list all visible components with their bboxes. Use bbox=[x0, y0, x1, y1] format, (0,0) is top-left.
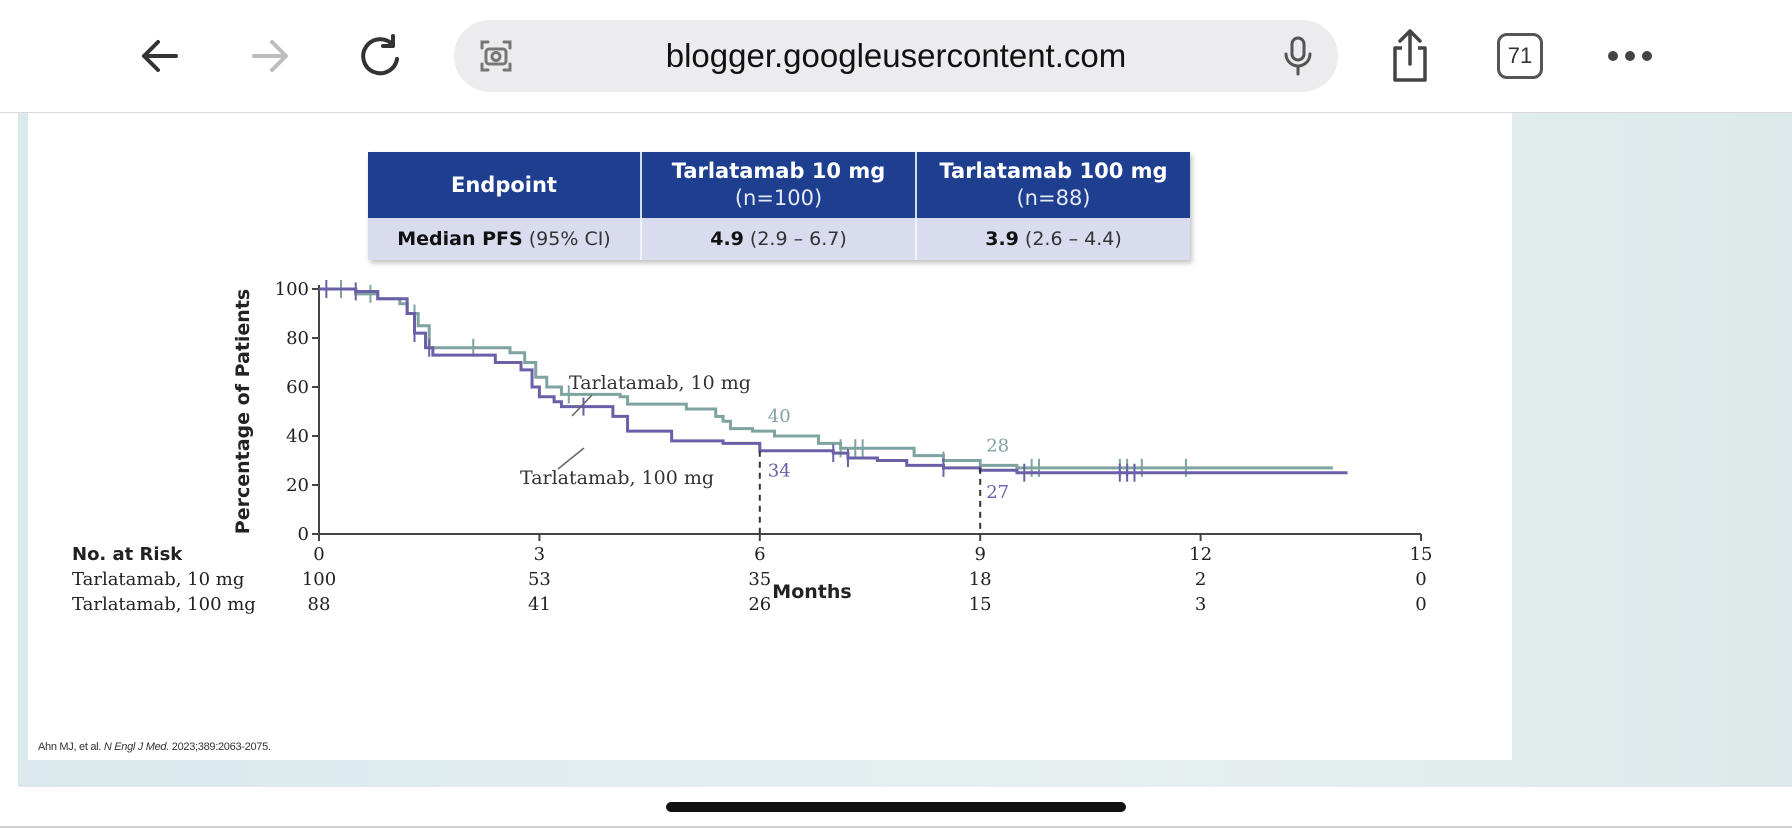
row-label-rest: (95% CI) bbox=[522, 228, 611, 250]
more-menu-button[interactable] bbox=[1598, 24, 1662, 88]
table-header-row: Endpoint Tarlatamab 10 mg (n=100) Tarlat… bbox=[368, 152, 1190, 218]
header-endpoint: Endpoint bbox=[368, 152, 642, 218]
at-risk-title: No. at Risk bbox=[72, 544, 183, 565]
y-tick-label: 80 bbox=[286, 328, 309, 349]
annotation-label: 34 bbox=[768, 461, 791, 482]
at-risk-value: 0 bbox=[1415, 594, 1427, 615]
row-label: Median PFS (95% CI) bbox=[368, 218, 642, 260]
slide-image: Endpoint Tarlatamab 10 mg (n=100) Tarlat… bbox=[28, 113, 1512, 760]
citation-authors: Ahn MJ, et al. bbox=[38, 741, 104, 753]
y-tick-label: 0 bbox=[298, 524, 309, 545]
header-title: Tarlatamab 100 mg bbox=[939, 159, 1168, 183]
table-row: Median PFS (95% CI) 4.9 (2.9 – 6.7) 3.9 … bbox=[368, 218, 1190, 260]
citation-details: 2023;389:2063-2075. bbox=[169, 741, 271, 753]
leader-line-100mg bbox=[557, 447, 585, 470]
reload-button[interactable] bbox=[348, 24, 412, 88]
y-tick-label: 20 bbox=[286, 475, 309, 496]
y-tick-label: 40 bbox=[286, 426, 309, 447]
row-label-bold: Median PFS bbox=[397, 228, 523, 250]
share-button[interactable] bbox=[1378, 24, 1442, 88]
series-label-10mg: Tarlatamab, 10 mg bbox=[569, 372, 751, 394]
at-risk-label-10mg: Tarlatamab, 10 mg bbox=[72, 569, 245, 590]
bottom-divider bbox=[0, 826, 1792, 828]
arrow-left-icon bbox=[142, 40, 178, 72]
home-indicator bbox=[666, 802, 1126, 812]
annotation-label: 28 bbox=[986, 435, 1009, 456]
x-axis-label: Months bbox=[772, 581, 851, 603]
ellipsis-icon bbox=[1608, 51, 1652, 61]
value-ci: (2.6 – 4.4) bbox=[1018, 228, 1122, 250]
header-10mg: Tarlatamab 10 mg (n=100) bbox=[641, 152, 917, 218]
series-label-100mg: Tarlatamab, 100 mg bbox=[520, 467, 714, 489]
visual-lookup-icon[interactable] bbox=[474, 34, 518, 78]
back-button[interactable] bbox=[128, 24, 192, 88]
header-title: Tarlatamab 10 mg bbox=[671, 159, 886, 183]
microphone-icon[interactable] bbox=[1276, 34, 1320, 78]
tab-count: 71 bbox=[1497, 33, 1543, 79]
reload-icon bbox=[361, 34, 399, 76]
x-tick-label: 6 bbox=[754, 544, 765, 565]
value-bold: 4.9 bbox=[710, 228, 744, 250]
header-100mg: Tarlatamab 100 mg (n=88) bbox=[916, 152, 1190, 218]
at-risk-value: 3 bbox=[1194, 594, 1207, 615]
at-risk-value: 53 bbox=[527, 569, 551, 590]
y-tick-label: 100 bbox=[275, 279, 309, 300]
address-bar[interactable]: blogger.googleusercontent.com bbox=[454, 20, 1338, 92]
x-tick-label: 12 bbox=[1189, 544, 1212, 565]
citation: Ahn MJ, et al. N Engl J Med. 2023;389:20… bbox=[38, 741, 271, 753]
at-risk-label-100mg: Tarlatamab, 100 mg bbox=[72, 594, 256, 615]
cell-100mg: 3.9 (2.6 – 4.4) bbox=[916, 218, 1190, 260]
at-risk-value: 0 bbox=[1415, 569, 1427, 590]
at-risk-value: 15 bbox=[968, 594, 992, 615]
at-risk-value: 2 bbox=[1194, 569, 1207, 590]
y-tick-label: 60 bbox=[286, 377, 309, 398]
header-sub: (n=100) bbox=[734, 186, 823, 210]
citation-journal: N Engl J Med. bbox=[103, 741, 169, 753]
tabs-button[interactable]: 71 bbox=[1488, 24, 1552, 88]
share-icon bbox=[1393, 29, 1427, 82]
url-text: blogger.googleusercontent.com bbox=[665, 37, 1127, 74]
pfs-table: Endpoint Tarlatamab 10 mg (n=100) Tarlat… bbox=[368, 152, 1190, 260]
series-line-10mg bbox=[319, 287, 1333, 470]
at-risk-value: 88 bbox=[307, 594, 331, 615]
cell-10mg: 4.9 (2.9 – 6.7) bbox=[641, 218, 917, 260]
forward-button[interactable] bbox=[238, 24, 302, 88]
at-risk-value: 100 bbox=[301, 569, 337, 590]
y-axis-label: Percentage of Patients bbox=[232, 289, 254, 534]
value-bold: 3.9 bbox=[985, 228, 1019, 250]
at-risk-value: 35 bbox=[748, 569, 772, 590]
x-tick-label: 9 bbox=[974, 544, 985, 565]
header-title: Endpoint bbox=[451, 172, 557, 197]
x-tick-label: 3 bbox=[534, 544, 545, 565]
header-sub: (n=88) bbox=[1016, 186, 1091, 210]
series-line-100mg bbox=[319, 287, 1348, 475]
page-content: Endpoint Tarlatamab 10 mg (n=100) Tarlat… bbox=[18, 113, 1792, 787]
annotation-label: 27 bbox=[986, 482, 1009, 503]
value-ci: (2.9 – 6.7) bbox=[743, 228, 847, 250]
annotation-label: 40 bbox=[768, 406, 791, 427]
at-risk-value: 41 bbox=[527, 594, 551, 615]
arrow-right-icon bbox=[252, 40, 288, 72]
browser-toolbar: blogger.googleusercontent.com 71 bbox=[0, 0, 1792, 113]
leader-line-10mg bbox=[571, 394, 593, 417]
x-tick-label: 0 bbox=[313, 544, 324, 565]
at-risk-value: 18 bbox=[968, 569, 992, 590]
x-tick-label: 15 bbox=[1410, 544, 1433, 565]
at-risk-value: 26 bbox=[748, 594, 772, 615]
